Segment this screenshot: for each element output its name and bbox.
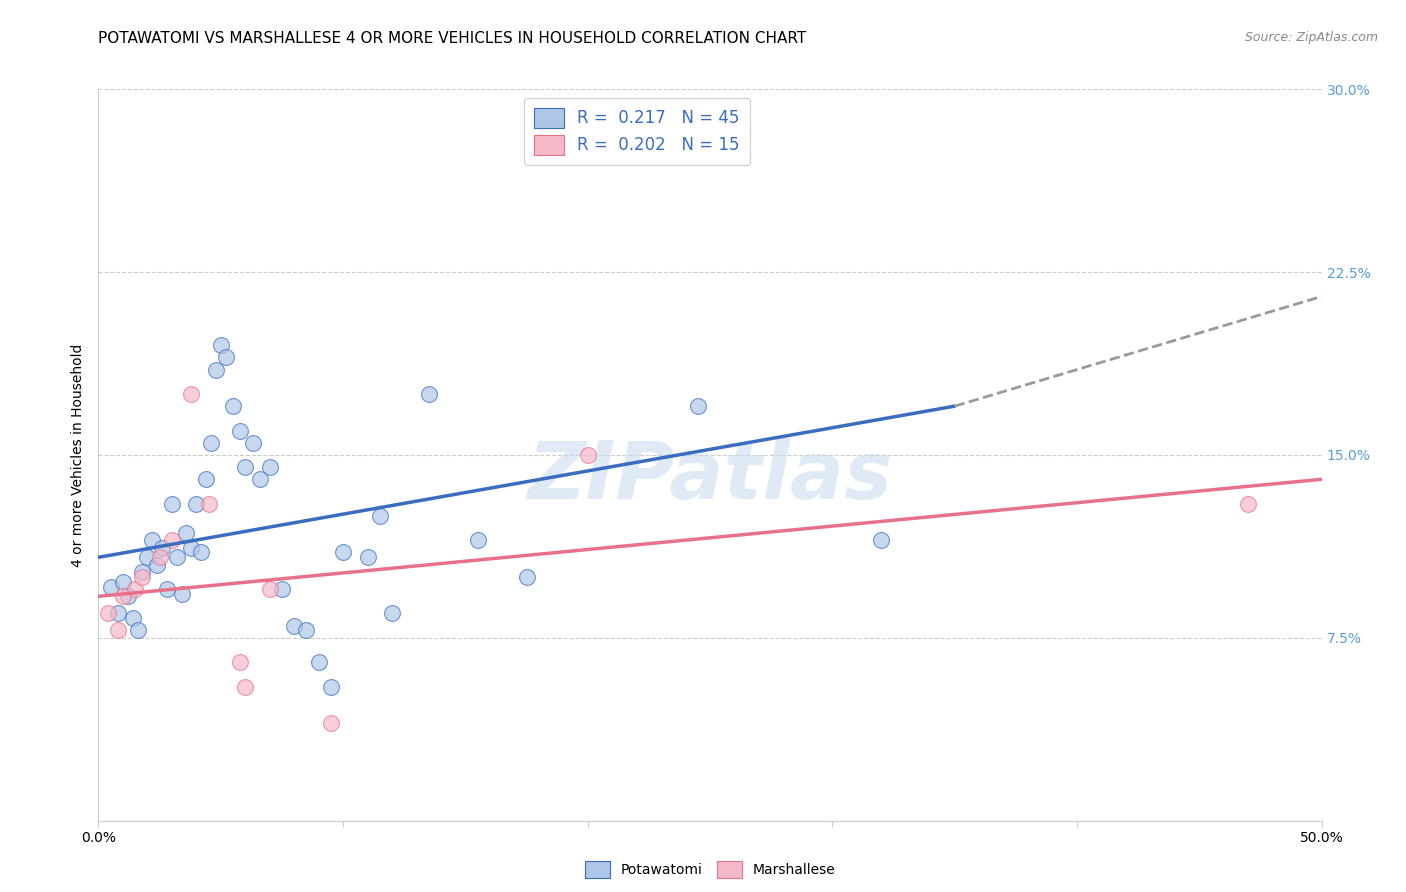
Y-axis label: 4 or more Vehicles in Household: 4 or more Vehicles in Household [72,343,86,566]
Point [368,508,391,523]
Point [131,570,153,584]
Point [319,680,342,694]
Point [209,338,232,352]
Point [319,716,342,731]
Point [332,545,354,559]
Point [111,574,134,589]
Point [233,680,256,694]
Point [195,472,218,486]
Point [149,550,172,565]
Point [131,565,153,579]
Point [180,541,202,555]
Point [515,570,537,584]
Point [467,533,489,548]
Point [111,590,134,604]
Point [222,399,245,413]
Point [180,387,202,401]
Text: POTAWATOMI VS MARSHALLESE 4 OR MORE VEHICLES IN HOUSEHOLD CORRELATION CHART: POTAWATOMI VS MARSHALLESE 4 OR MORE VEHI… [98,31,807,46]
Point [576,448,599,462]
Point [121,611,143,625]
Point [150,541,173,555]
Point [186,497,208,511]
Point [283,618,305,632]
Point [190,545,212,559]
Point [127,624,149,638]
Point [156,582,179,596]
Point [418,387,440,401]
Point [214,351,236,365]
Point [141,533,163,548]
Text: Source: ZipAtlas.com: Source: ZipAtlas.com [1244,31,1378,45]
Point [97,607,120,621]
Point [146,558,169,572]
Point [675,131,697,145]
Point [136,550,159,565]
Point [308,655,330,669]
Point [686,399,709,413]
Point [160,533,183,548]
Point [176,525,198,540]
Point [1237,497,1260,511]
Point [100,580,122,594]
Point [107,624,129,638]
Point [124,582,146,596]
Point [229,424,252,438]
Point [270,582,294,596]
Point [295,624,318,638]
Legend: Potawatomi, Marshallese: Potawatomi, Marshallese [579,855,841,883]
Point [117,590,139,604]
Point [170,587,193,601]
Point [205,362,228,376]
Point [233,460,256,475]
Point [242,435,264,450]
Point [166,550,188,565]
Point [160,497,183,511]
Point [249,472,271,486]
Point [200,435,222,450]
Point [381,607,404,621]
Text: ZIPatlas: ZIPatlas [527,438,893,516]
Point [197,497,219,511]
Point [259,460,281,475]
Point [870,533,893,548]
Point [259,582,281,596]
Point [229,655,252,669]
Point [356,550,378,565]
Point [107,607,129,621]
